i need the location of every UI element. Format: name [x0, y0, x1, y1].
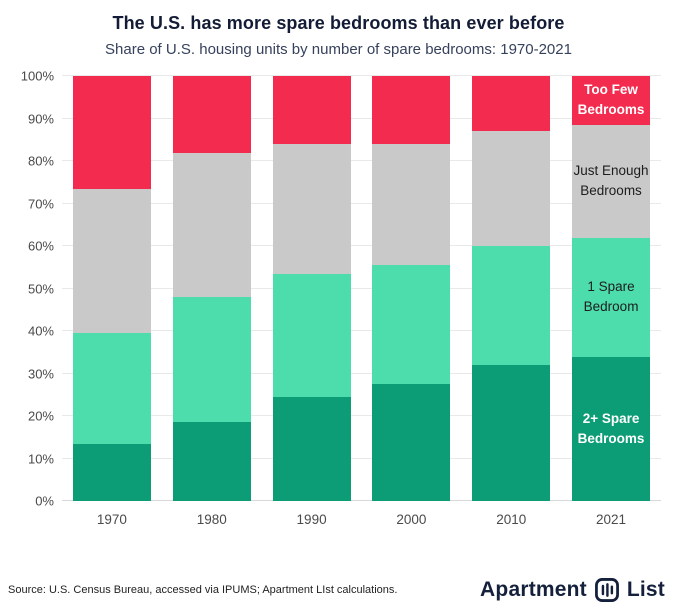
bar-slot: 2+ Spare Bedrooms 1 Spare Bedroom Just Eno…	[561, 76, 661, 501]
x-tick-label: 2000	[396, 511, 427, 527]
gridline	[62, 117, 661, 119]
bar-2021[interactable]: 2+ Spare Bedrooms 1 Spare Bedroom Just Eno…	[572, 76, 650, 501]
bar-2010[interactable]	[472, 76, 551, 501]
segment-2010[interactable]	[472, 131, 551, 246]
segment-2021[interactable]: Too Few Bedrooms	[572, 76, 650, 125]
segment-1970[interactable]	[72, 443, 151, 501]
chart-title: The U.S. has more spare bedrooms than ev…	[112, 13, 565, 33]
y-tick-label: 10%	[27, 451, 54, 466]
segment-1980[interactable]	[172, 76, 251, 153]
segment-2000[interactable]	[372, 76, 451, 144]
y-tick-label: 80%	[27, 153, 54, 169]
segment-2021[interactable]: Just Enough Bedrooms	[572, 124, 650, 238]
y-tick-label: 50%	[27, 281, 54, 296]
segment-1980[interactable]	[172, 422, 251, 501]
gridline	[62, 372, 661, 374]
segment-2010[interactable]	[472, 76, 551, 132]
bars: 2+ Spare Bedrooms 1 Spare Bedroom Just Eno…	[62, 76, 661, 501]
bar-slot	[461, 76, 561, 501]
logo-text-list: List	[626, 578, 665, 601]
segment-2010[interactable]	[472, 246, 551, 365]
gridline	[62, 75, 661, 76]
segment-1980[interactable]	[172, 152, 251, 297]
y-tick-label: 70%	[27, 196, 54, 211]
bar-slot	[162, 76, 262, 501]
segment-2000[interactable]	[372, 144, 451, 266]
gridline	[62, 160, 661, 161]
x-tick-label: 1990	[296, 511, 327, 527]
y-tick-label: 20%	[27, 408, 54, 424]
apartment-list-logo: Apartment List	[480, 577, 665, 603]
gridline	[62, 287, 661, 289]
segment-1990[interactable]	[272, 144, 351, 274]
x-tick-label: 1980	[196, 511, 227, 527]
segment-1980[interactable]	[172, 297, 251, 423]
chart-header: The U.S. has more spare bedrooms than ev…	[0, 0, 677, 58]
gridline	[62, 500, 661, 501]
segment-1970[interactable]	[72, 76, 151, 189]
segment-1990[interactable]	[272, 76, 351, 144]
gridline	[62, 457, 661, 459]
series-label: Too Few Bedrooms	[577, 82, 645, 118]
segment-1990[interactable]	[272, 396, 351, 501]
segment-2021[interactable]: 2+ Spare Bedrooms	[572, 356, 650, 501]
x-tick-label: 2021	[596, 511, 627, 527]
segment-2021[interactable]: 1 Spare Bedroom	[572, 237, 650, 357]
gridline	[62, 415, 661, 416]
footer: Source: U.S. Census Bureau, accessed via…	[0, 571, 677, 615]
chart-subtitle: Share of U.S. housing units by number of…	[105, 41, 572, 58]
segment-2000[interactable]	[372, 384, 451, 501]
segment-2000[interactable]	[372, 265, 451, 385]
bar-slot	[262, 76, 362, 501]
y-tick-label: 40%	[27, 323, 54, 339]
series-label: Just Enough Bedrooms	[573, 162, 649, 199]
y-tick-label: 100%	[20, 68, 54, 84]
segment-1970[interactable]	[72, 333, 151, 444]
bar-1990[interactable]	[272, 76, 351, 501]
y-tick-label: 30%	[27, 366, 54, 381]
gridline	[62, 202, 661, 204]
y-axis: 0% 10% 20% 30% 40% 50% 60% 70% 80% 90% 100%	[6, 69, 62, 509]
x-tick-label: 2010	[496, 511, 527, 527]
bar-1980[interactable]	[172, 76, 251, 501]
logo-text-apartment: Apartment	[480, 578, 587, 601]
bar-2000[interactable]	[372, 76, 451, 501]
plot-area: 2+ Spare Bedrooms 1 Spare Bedroom Just Eno…	[62, 75, 661, 501]
stacked-bar-chart: 0% 10% 20% 30% 40% 50% 60% 70% 80% 90% 100% 2+ Spa…	[0, 58, 677, 531]
segment-1970[interactable]	[72, 188, 151, 334]
segment-1990[interactable]	[272, 273, 351, 397]
y-tick-label: 90%	[27, 111, 54, 126]
bar-1970[interactable]	[72, 76, 151, 501]
x-tick-label: 1970	[96, 511, 127, 527]
apartment-list-door-icon	[594, 577, 620, 603]
x-axis: 1970 1980 1990 2000 2010 2021	[62, 501, 661, 531]
series-label: 2+ Spare Bedrooms	[577, 410, 645, 446]
y-tick-label: 0%	[35, 493, 54, 509]
source-note: Source: U.S. Census Bureau, accessed via…	[8, 584, 398, 596]
bar-slot	[62, 76, 162, 501]
gridline	[62, 245, 661, 246]
gridlines	[62, 75, 661, 501]
series-label: 1 Spare Bedroom	[583, 278, 639, 314]
segment-2010[interactable]	[472, 365, 551, 501]
gridline	[62, 330, 661, 331]
bar-slot	[361, 76, 461, 501]
y-tick-label: 60%	[27, 238, 54, 254]
